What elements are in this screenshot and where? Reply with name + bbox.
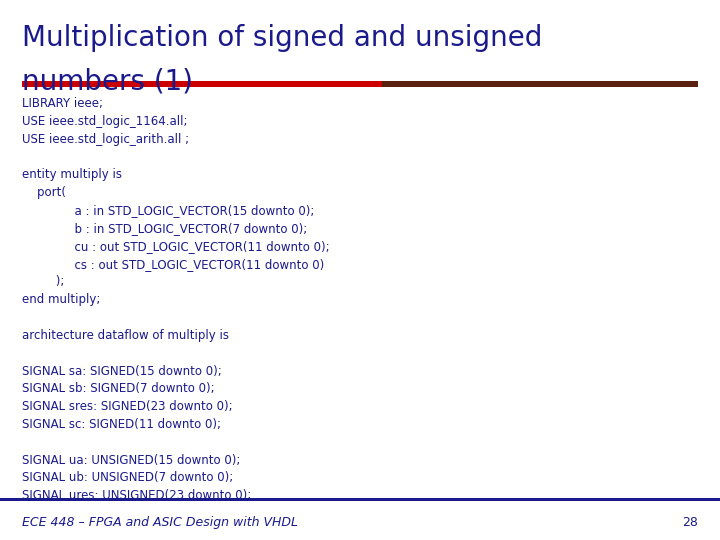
Text: SIGNAL ua: UNSIGNED(15 downto 0);: SIGNAL ua: UNSIGNED(15 downto 0); <box>22 454 240 467</box>
Text: USE ieee.std_logic_1164.all;: USE ieee.std_logic_1164.all; <box>22 115 187 128</box>
Bar <box>0 498 720 501</box>
Text: SIGNAL sb: SIGNED(7 downto 0);: SIGNAL sb: SIGNED(7 downto 0); <box>22 382 215 395</box>
Text: end multiply;: end multiply; <box>22 293 100 306</box>
Text: LIBRARY ieee;: LIBRARY ieee; <box>22 97 102 110</box>
Text: entity multiply is: entity multiply is <box>22 168 122 181</box>
Text: USE ieee.std_logic_arith.all ;: USE ieee.std_logic_arith.all ; <box>22 133 189 146</box>
Text: cs : out STD_LOGIC_VECTOR(11 downto 0): cs : out STD_LOGIC_VECTOR(11 downto 0) <box>22 258 324 271</box>
Text: architecture dataflow of multiply is: architecture dataflow of multiply is <box>22 329 229 342</box>
Text: Multiplication of signed and unsigned: Multiplication of signed and unsigned <box>22 24 542 52</box>
Text: SIGNAL sres: SIGNED(23 downto 0);: SIGNAL sres: SIGNED(23 downto 0); <box>22 400 233 413</box>
Text: SIGNAL ub: UNSIGNED(7 downto 0);: SIGNAL ub: UNSIGNED(7 downto 0); <box>22 471 233 484</box>
Text: a : in STD_LOGIC_VECTOR(15 downto 0);: a : in STD_LOGIC_VECTOR(15 downto 0); <box>22 204 314 217</box>
Text: SIGNAL sa: SIGNED(15 downto 0);: SIGNAL sa: SIGNED(15 downto 0); <box>22 364 221 377</box>
Bar <box>382 81 698 87</box>
Bar <box>22 81 382 87</box>
Text: ECE 448 – FPGA and ASIC Design with VHDL: ECE 448 – FPGA and ASIC Design with VHDL <box>22 516 297 529</box>
Text: SIGNAL sc: SIGNED(11 downto 0);: SIGNAL sc: SIGNED(11 downto 0); <box>22 418 220 431</box>
Text: port(: port( <box>22 186 66 199</box>
Text: numbers (1): numbers (1) <box>22 68 193 96</box>
Text: cu : out STD_LOGIC_VECTOR(11 downto 0);: cu : out STD_LOGIC_VECTOR(11 downto 0); <box>22 240 329 253</box>
Text: 28: 28 <box>683 516 698 529</box>
Text: );: ); <box>22 275 64 288</box>
Text: SIGNAL ures: UNSIGNED(23 downto 0);: SIGNAL ures: UNSIGNED(23 downto 0); <box>22 489 251 502</box>
Text: b : in STD_LOGIC_VECTOR(7 downto 0);: b : in STD_LOGIC_VECTOR(7 downto 0); <box>22 222 307 235</box>
